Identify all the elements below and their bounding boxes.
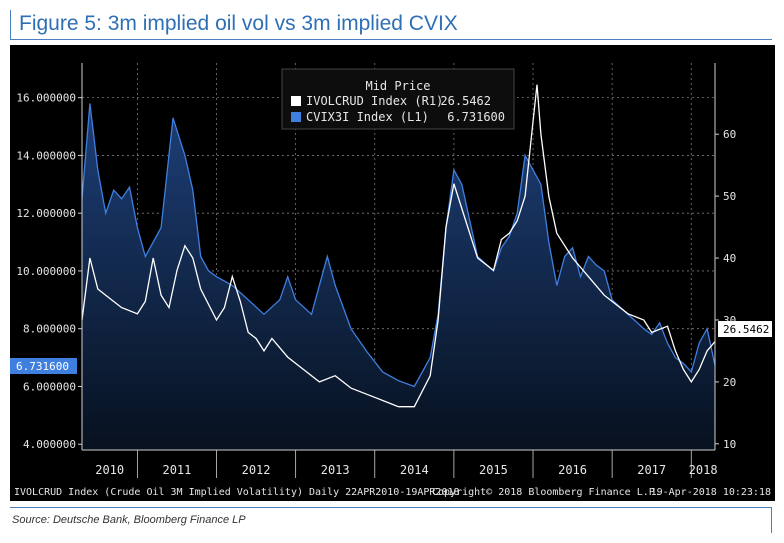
oil-vol-series-line: [81, 84, 716, 408]
figure-title-box: Figure 5: 3m implied oil vol vs 3m impli…: [10, 10, 772, 40]
source-note: Source: Deutsche Bank, Bloomberg Finance…: [12, 514, 246, 526]
footer-left-text: IVOLCRUD Index (Crude Oil 3M Implied Vol…: [14, 487, 460, 498]
legend-title: Mid Price: [365, 79, 430, 93]
left-tick-label: 6.000000: [23, 380, 76, 393]
chart-svg: 16.000000 14.000000 12.000000 10.000000 8.00…: [10, 63, 772, 498]
legend-label-oil: IVOLCRUD Index (R1): [306, 94, 443, 108]
legend-swatch-cvix: [291, 112, 301, 122]
legend: Mid Price IVOLCRUD Index (R1) 26.5462 CV…: [281, 68, 515, 130]
x-tick-label: 2010: [95, 463, 124, 477]
right-tick-label: 20: [723, 376, 736, 389]
left-tick-label: 8.000000: [23, 323, 76, 336]
x-tick-label: 2017: [637, 463, 666, 477]
left-tick-label: 12.000000: [16, 207, 76, 220]
footer-timestamp-text: 19-Apr-2018 10:23:18: [651, 487, 771, 498]
x-tick-label: 2012: [242, 463, 271, 477]
right-tick-label: 60: [723, 128, 736, 141]
left-last-value-tag: 6.731600: [10, 358, 77, 374]
x-tick-label: 2018: [689, 463, 718, 477]
legend-swatch-oil: [291, 96, 301, 106]
left-axis: 16.000000 14.000000 12.000000 10.000000 8.00…: [16, 63, 83, 451]
x-tick-label: 2011: [162, 463, 191, 477]
x-axis: 2010 2011 2012 2013 2014 2015 2016 2017 2018: [82, 449, 718, 478]
chart-frame: 16.000000 14.000000 12.000000 10.000000 8.00…: [10, 45, 775, 501]
legend-label-cvix: CVIX3I Index (L1): [306, 110, 429, 124]
right-tick-label: 40: [723, 252, 736, 265]
legend-value-oil: 26.5462: [440, 94, 491, 108]
right-tick-label: 10: [723, 438, 736, 451]
figure-title: Figure 5: 3m implied oil vol vs 3m impli…: [19, 12, 458, 35]
left-tick-label: 10.000000: [16, 265, 76, 278]
right-last-value-tag: 26.5462: [718, 321, 772, 337]
cvix-area-fill: [82, 103, 715, 451]
footer-copyright-text: Copyright© 2018 Bloomberg Finance L.P.: [432, 487, 661, 498]
left-last-value: 6.731600: [16, 360, 69, 373]
source-box: Source: Deutsche Bank, Bloomberg Finance…: [10, 507, 772, 533]
right-last-value: 26.5462: [723, 323, 769, 336]
right-tick-label: 50: [723, 190, 736, 203]
x-tick-label: 2013: [321, 463, 350, 477]
x-tick-label: 2014: [400, 463, 429, 477]
left-tick-label: 14.000000: [16, 149, 76, 162]
left-tick-label: 4.000000: [23, 438, 76, 451]
x-tick-label: 2016: [558, 463, 587, 477]
x-tick-label: 2015: [479, 463, 508, 477]
left-tick-label: 16.000000: [16, 92, 76, 105]
legend-value-cvix: 6.731600: [447, 110, 505, 124]
